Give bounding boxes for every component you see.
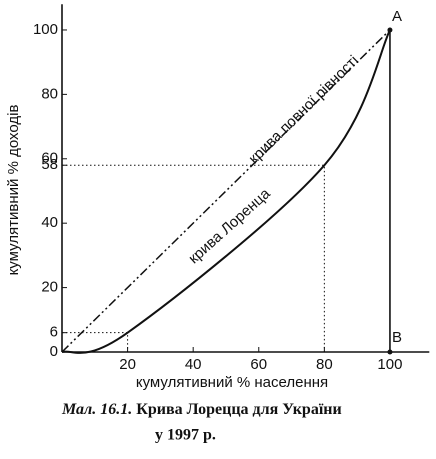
y-axis-label: кумулятивний % доходів	[5, 105, 22, 276]
x-axis-label: кумулятивний % населення	[136, 374, 328, 391]
y-tick-label: 60	[41, 150, 58, 167]
x-tick-label: 40	[185, 356, 202, 373]
caption-number: Мал. 16.1.	[61, 401, 132, 418]
x-tick-label: 100	[377, 356, 402, 373]
y-tick-label: 6	[50, 324, 58, 341]
y-tick-label: 0	[50, 343, 58, 360]
y-tick-label: 80	[41, 85, 58, 102]
point	[387, 27, 393, 33]
x-tick-label: 60	[250, 356, 267, 373]
y-tick-label: 40	[41, 214, 58, 231]
series-label: крива повної рівності	[245, 52, 362, 167]
y-tick-label: 20	[41, 279, 58, 296]
point-label: B	[392, 329, 402, 346]
caption-text: Крива Лорецца для України	[136, 401, 341, 418]
caption: Мал. 16.1. Крива Лорецца для України	[61, 401, 342, 418]
y-tick-label: 58	[41, 156, 58, 173]
point	[387, 349, 393, 355]
point-label: A	[392, 8, 402, 25]
y-tick-label: 100	[33, 21, 58, 38]
x-tick-label: 80	[316, 356, 333, 373]
caption-line2: у 1997 р.	[155, 427, 216, 444]
x-tick-label: 20	[119, 356, 136, 373]
series-line	[61, 29, 391, 354]
